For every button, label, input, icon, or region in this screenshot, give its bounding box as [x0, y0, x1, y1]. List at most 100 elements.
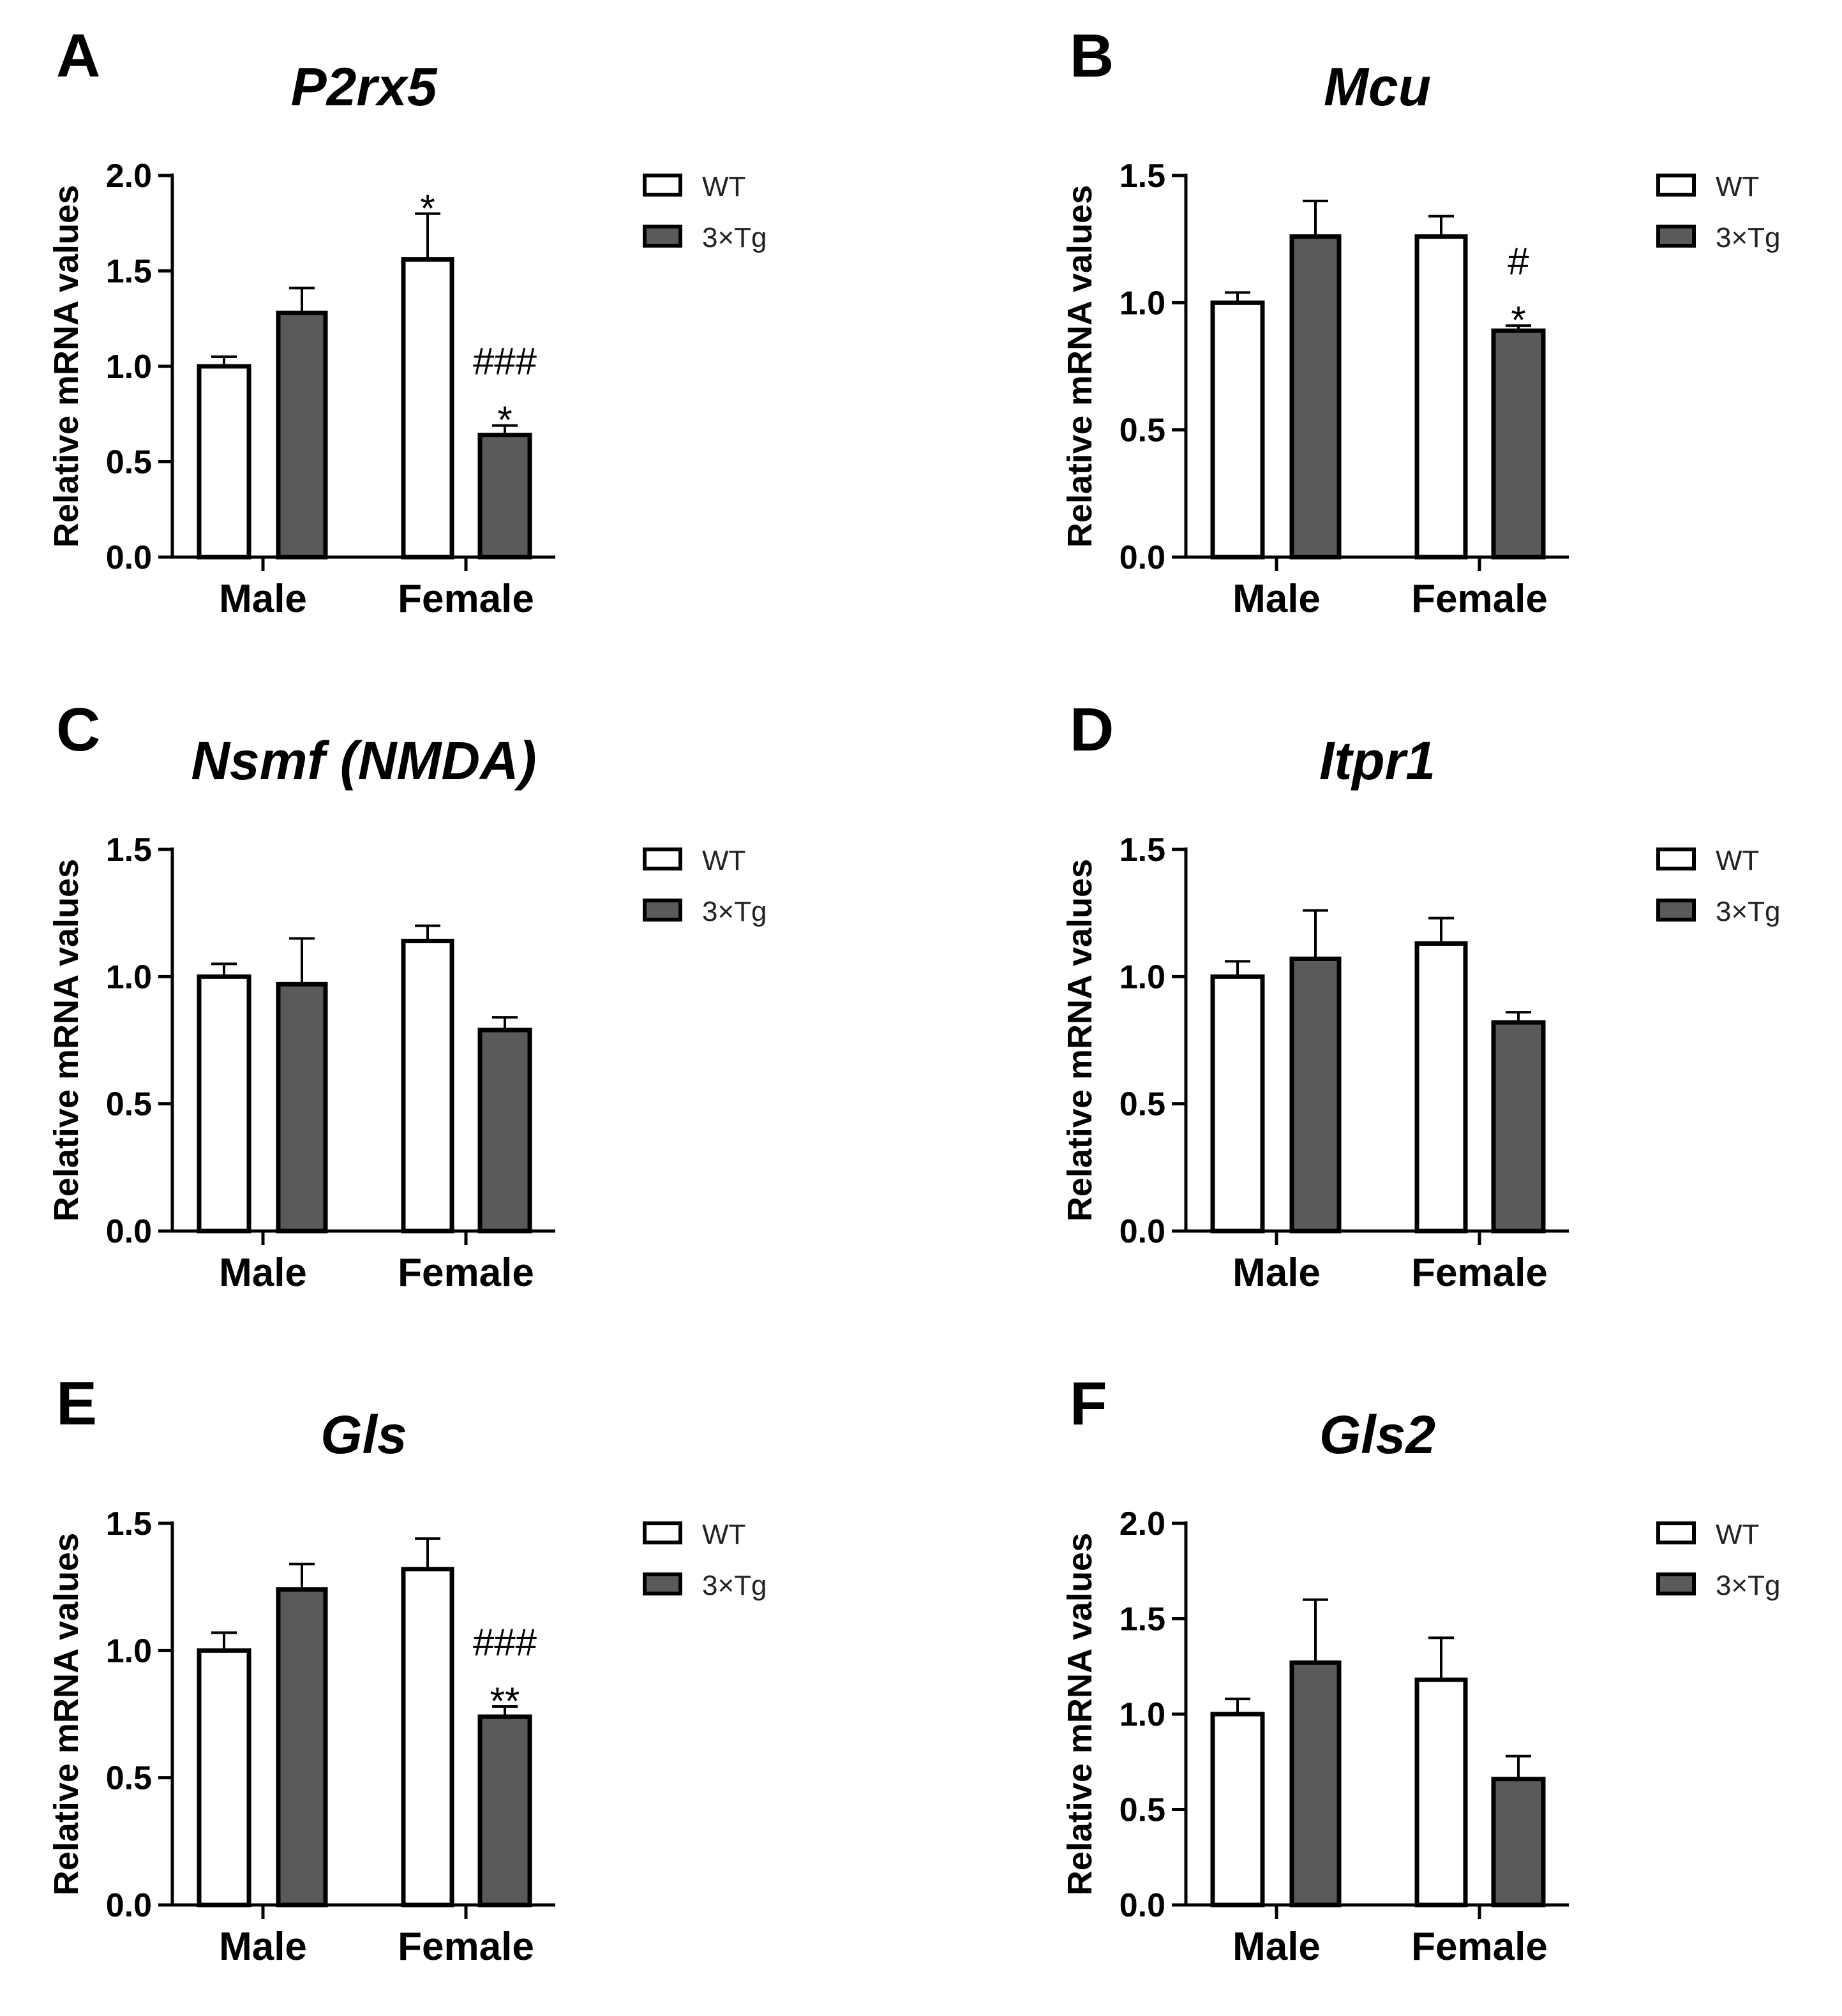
y-tick-label: 0.0 [106, 539, 152, 576]
y-tick-label: 1.0 [106, 348, 152, 385]
y-axis-label: Relative mRNA values [1061, 1533, 1099, 1895]
legend-swatch-3xtg [643, 225, 682, 248]
bar-3xtg [1289, 1660, 1342, 1908]
legend-label-wt: WT [702, 171, 745, 202]
legend: WT 3×Tg [1656, 845, 1781, 927]
panel-letter: E [56, 1370, 97, 1438]
category-label: Male [1232, 1925, 1321, 1969]
significance-star: * [497, 399, 512, 442]
legend-label-wt: WT [1716, 171, 1759, 202]
y-tick-label: 2.0 [1119, 1505, 1165, 1542]
legend-swatch-wt [643, 174, 682, 197]
significance-hash: # [1508, 240, 1529, 283]
y-tick-label: 1.0 [106, 1632, 152, 1669]
category-label: Male [219, 577, 307, 621]
legend-label-3xtg: 3×Tg [1716, 896, 1781, 927]
bar-3xtg [276, 982, 328, 1234]
panel-e: E Gls Relative mRNA values 0.0 0.5 1.0 1.5 Male… [47, 1370, 767, 1969]
legend-label-wt: WT [702, 845, 745, 876]
significance-star: * [420, 187, 435, 230]
y-axis-label: Relative mRNA values [1061, 859, 1099, 1221]
bar-3xtg [477, 433, 532, 560]
y-tick-label: 2.0 [106, 158, 152, 195]
panel-letter: A [56, 22, 100, 90]
legend: WT 3×Tg [643, 1519, 767, 1601]
bar-wt [197, 1648, 251, 1908]
y-tick-label: 1.0 [1119, 285, 1165, 322]
chart-title: Gls2 [1319, 1405, 1435, 1465]
bar-3xtg [477, 1027, 532, 1234]
bar-wt [401, 1567, 454, 1908]
bar-3xtg [477, 1714, 532, 1908]
y-tick-label: 0.0 [106, 1213, 152, 1250]
legend-swatch-3xtg [643, 899, 682, 922]
bar-3xtg [1289, 234, 1342, 560]
legend-label-wt: WT [1716, 845, 1759, 876]
legend: WT 3×Tg [1656, 1519, 1781, 1601]
y-tick-label: 1.0 [1119, 1696, 1165, 1733]
bar-wt [197, 364, 251, 560]
bar-wt [1414, 941, 1468, 1234]
y-tick-label: 0.5 [1119, 412, 1165, 449]
y-axis-label: Relative mRNA values [47, 859, 86, 1221]
bar-3xtg [1491, 1777, 1546, 1908]
chart-title: Gls [320, 1405, 407, 1465]
legend: WT 3×Tg [1656, 171, 1781, 253]
y-tick-label: 1.5 [106, 253, 152, 290]
y-axis-label: Relative mRNA values [47, 1533, 86, 1895]
y-tick-label: 1.5 [106, 1505, 152, 1542]
y-tick-label: 0.5 [1119, 1792, 1165, 1829]
bar-3xtg [1491, 1020, 1546, 1234]
significance-hash: ### [473, 340, 537, 383]
panel-letter: F [1070, 1370, 1107, 1438]
legend-swatch-wt [643, 847, 682, 870]
panel-letter: B [1070, 22, 1114, 90]
bar-3xtg [276, 310, 328, 560]
category-label: Male [1232, 577, 1321, 621]
legend-swatch-3xtg [1656, 1572, 1696, 1595]
panel-f: F Gls2 Relative mRNA values 0.0 0.5 1.0 1.5 2.0… [1061, 1370, 1781, 1969]
legend-swatch-wt [1656, 847, 1696, 870]
panel-d: D Itpr1 Relative mRNA values 0.0 0.5 1.0 1.5 Ma… [1061, 696, 1781, 1295]
legend-swatch-wt [643, 1521, 682, 1544]
y-axis-label: Relative mRNA values [1061, 185, 1099, 548]
chart-title: Mcu [1324, 57, 1431, 117]
y-tick-label: 0.0 [1119, 1213, 1165, 1250]
category-label: Female [398, 1251, 534, 1295]
legend-swatch-3xtg [1656, 899, 1696, 922]
y-tick-label: 1.5 [1119, 158, 1165, 195]
y-tick-label: 0.0 [1119, 1887, 1165, 1924]
y-tick-label: 0.0 [106, 1887, 152, 1924]
legend-label-3xtg: 3×Tg [1716, 1570, 1781, 1601]
bar-3xtg [1289, 956, 1342, 1234]
legend-label-3xtg: 3×Tg [702, 222, 767, 253]
bar-wt [1414, 1677, 1468, 1908]
legend: WT 3×Tg [643, 845, 767, 927]
bar-wt [197, 974, 251, 1234]
panel-letter: C [56, 696, 100, 764]
panel-letter: D [1070, 696, 1114, 764]
legend-label-3xtg: 3×Tg [702, 896, 767, 927]
category-label: Male [1232, 1251, 1321, 1295]
category-label: Female [1411, 1925, 1548, 1969]
y-tick-label: 0.5 [106, 444, 152, 481]
legend-swatch-wt [1656, 174, 1696, 197]
legend-label-wt: WT [702, 1519, 745, 1550]
y-tick-label: 0.5 [1119, 1086, 1165, 1123]
significance-hash: ### [473, 1621, 537, 1664]
bar-wt [1210, 974, 1265, 1234]
y-tick-label: 1.0 [106, 959, 152, 996]
bar-wt [1414, 234, 1468, 560]
panel-c: C Nsmf (NMDA) Relative mRNA values 0.0 0.5 1.… [47, 696, 767, 1295]
legend-swatch-3xtg [643, 1572, 682, 1595]
legend-label-wt: WT [1716, 1519, 1759, 1550]
legend-swatch-3xtg [1656, 225, 1696, 248]
legend-label-3xtg: 3×Tg [702, 1570, 767, 1601]
y-tick-label: 0.5 [106, 1760, 152, 1797]
category-label: Female [398, 577, 534, 621]
bar-wt [401, 257, 454, 560]
chart-title: P2rx5 [291, 57, 438, 117]
y-tick-label: 0.5 [106, 1086, 152, 1123]
chart-title: Nsmf (NMDA) [191, 731, 536, 791]
